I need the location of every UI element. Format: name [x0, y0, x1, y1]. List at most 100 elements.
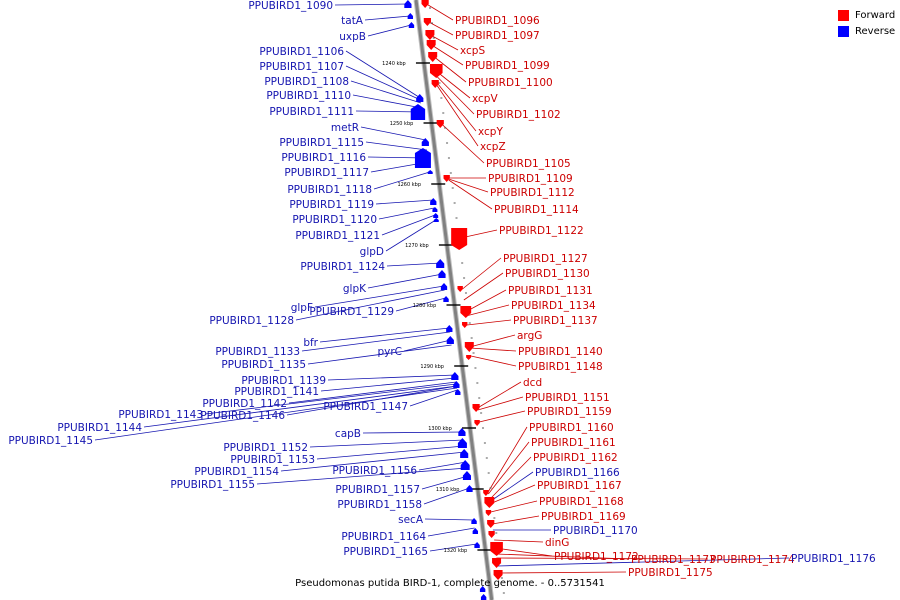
reverse-gene-label: PPUBIRD1_1164: [341, 531, 426, 543]
leader-line: [427, 527, 475, 537]
leader-line: [488, 441, 530, 495]
forward-gene-label: PPUBIRD1_1131: [508, 285, 593, 297]
reverse-gene-label: glpF: [291, 302, 313, 314]
reverse-gene-label: secA: [398, 514, 424, 526]
reverse-gene-arrow: [446, 336, 454, 344]
leader-line: [204, 383, 457, 415]
leader-line: [469, 347, 517, 352]
leader-line: [360, 126, 426, 141]
leader-line: [448, 179, 493, 210]
reverse-gene-arrow: [446, 325, 453, 332]
reverse-gene-arrow: [414, 148, 431, 168]
leader-line: [364, 15, 411, 21]
leader-line: [431, 44, 464, 66]
backbone-line: [414, 0, 494, 600]
reverse-gene-label: PPUBIRD1_1107: [259, 61, 344, 73]
leader-line: [430, 34, 459, 51]
leader-line: [435, 74, 475, 115]
leader-line: [403, 339, 451, 352]
reverse-gene-label: PPUBIRD1_1165: [343, 546, 428, 558]
forward-gene-arrow: [460, 306, 472, 318]
forward-gene-label: PPUBIRD1_1151: [525, 392, 610, 404]
leader-line: [319, 327, 450, 343]
reverse-gene-label: uxpB: [339, 31, 366, 43]
forward-gene-label: PPUBIRD1_1130: [505, 268, 590, 280]
reverse-gene-label: PPUBIRD1_1152: [223, 442, 308, 454]
leader-line: [487, 426, 528, 493]
forward-gene-arrow: [490, 542, 503, 556]
forward-gene-label: PPUBIRD1_1114: [494, 204, 579, 216]
leader-line: [489, 484, 536, 505]
legend-label-forward: Forward: [855, 10, 896, 21]
forward-gene-label: PPUBIRD1_1099: [465, 60, 550, 72]
forward-gene-label: xcpV: [472, 93, 498, 105]
leader-line: [362, 431, 463, 434]
reverse-gene-arrow: [474, 542, 480, 548]
forward-gene-label: PPUBIRD1_1148: [518, 361, 603, 373]
leader-line: [94, 387, 458, 441]
forward-gene-label: PPUBIRD1_1140: [518, 346, 603, 358]
leader-line: [495, 547, 553, 557]
forward-gene-label: PPUBIRD1_1105: [486, 158, 571, 170]
reverse-gene-label: tatA: [341, 15, 364, 27]
leader-line: [334, 3, 409, 6]
leader-line: [345, 65, 421, 101]
leader-line: [434, 69, 471, 99]
reverse-gene-label: PPUBIRD1_1144: [57, 422, 142, 434]
forward-gene-label: dinG: [545, 537, 569, 549]
leader-line: [498, 571, 627, 574]
reverse-gene-arrow: [458, 428, 466, 436]
reverse-gene-label: PPUBIRD1_1108: [264, 76, 349, 88]
forward-gene-label: PPUBIRD1_1161: [531, 437, 616, 449]
reverse-gene-label: PPUBIRD1_1120: [292, 214, 377, 226]
leader-line: [373, 171, 430, 190]
reverse-gene-label: PPUBIRD1_1146: [200, 410, 285, 422]
leader-line: [418, 461, 467, 471]
forward-gene-label: dcd: [523, 377, 542, 389]
tick-label: 1240 kbp: [382, 61, 406, 67]
leader-line: [436, 84, 479, 147]
reverse-gene-arrow: [433, 213, 439, 218]
leader-line: [429, 543, 477, 552]
reverse-gene-arrow: [479, 586, 486, 592]
forward-gene-arrow: [485, 510, 492, 516]
leader-line: [466, 319, 512, 326]
reverse-gene-label: pyrC: [377, 346, 402, 358]
scale-ticks: 1240 kbp 1250 kbp 1260 kbp 1270 kbp 1280 kbp…: [382, 7, 505, 594]
reverse-gene-arrow: [460, 460, 470, 470]
leader-line: [469, 334, 516, 348]
reverse-gene-label: PPUBIRD1_1158: [337, 499, 422, 511]
reverse-gene-arrow: [433, 218, 439, 222]
leader-line: [479, 410, 526, 423]
forward-gene-arrow: [443, 175, 450, 182]
leader-line: [436, 81, 477, 132]
reverse-gene-label: PPUBIRD1_1121: [295, 230, 380, 242]
reverse-gene-arrow: [410, 104, 426, 120]
forward-gene-label: argG: [517, 330, 542, 342]
leader-line: [494, 539, 544, 543]
reverse-gene-label: PPUBIRD1_1111: [269, 106, 354, 118]
reverse-gene-label: PPUBIRD1_1142: [202, 398, 287, 410]
genome-caption: Pseudomonas putida BIRD-1, complete geno…: [295, 578, 605, 589]
leader-line: [316, 445, 465, 460]
reverse-gene-label: PPUBIRD1_1147: [323, 401, 408, 413]
forward-gene-arrow: [429, 64, 443, 78]
reverse-gene-label: PPUBIRD1_1119: [289, 199, 374, 211]
forward-gene-label: PPUBIRD1_1100: [468, 77, 553, 89]
leader-line: [492, 515, 540, 525]
leader-line: [280, 451, 466, 472]
forward-gene-arrow: [425, 30, 435, 40]
label-leader-lines: [94, 3, 790, 574]
reverse-gene-arrow: [430, 198, 437, 205]
forward-gene-arrow: [423, 18, 431, 26]
forward-gene-label: xcpS: [460, 45, 485, 57]
leader-line: [477, 396, 524, 411]
leader-line: [395, 297, 446, 312]
reverse-gene-label: PPUBIRD1_1118: [287, 184, 372, 196]
forward-gene-arrow: [472, 404, 480, 412]
forward-gene-label: PPUBIRD1_1134: [511, 300, 596, 312]
forward-gene-label: PPUBIRD1_1174: [710, 554, 795, 566]
leader-line: [441, 123, 485, 164]
forward-gene-arrow: [487, 520, 495, 528]
